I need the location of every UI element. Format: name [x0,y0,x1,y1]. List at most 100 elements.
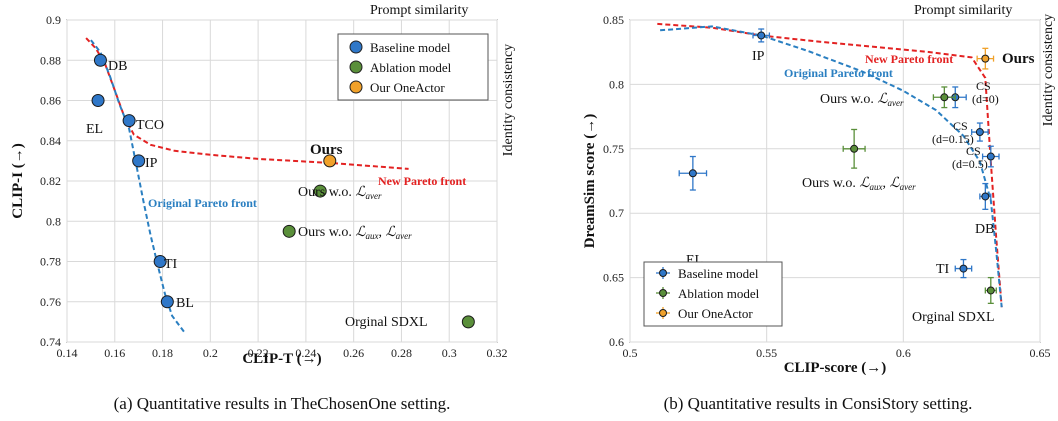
label-bl: BL [176,296,194,311]
right-corner-side-label: Identity consistency [1041,14,1056,126]
label-r-cs0: CS (d=0) [972,79,999,106]
label-r-new-front: New Pareto front [865,52,953,66]
new-pareto-front-curve [85,37,409,170]
y-tick-label: 0.88 [40,53,61,67]
legend-swatch-ablation [349,60,363,74]
label-r-ti: TI [936,262,950,277]
x-tick-label: 0.32 [487,346,508,360]
legend-swatch-marker [659,309,667,317]
data-point-baseline-model [91,94,105,107]
label-tco: TCO [136,118,164,133]
label-el: EL [86,122,103,137]
label-new-front: New Pareto front [378,174,466,188]
label-original-front: Original Pareto front [148,196,257,210]
original-pareto-front-curve [90,39,185,333]
new-pareto-front-curve [657,22,1003,308]
x-tick-label: 0.5 [623,346,638,360]
data-point-baseline-model [986,152,995,161]
x-tick-label: 0.6 [896,346,911,360]
legend-baseline: Baseline model [370,40,451,55]
x-tick-label: 0.22 [248,346,269,360]
label-db: DB [108,59,127,74]
y-tick-label: 0.65 [603,271,624,285]
x-tick-label: 0.55 [756,346,777,360]
y-tick-label: 0.85 [603,13,624,27]
x-tick-label: 0.3 [442,346,457,360]
r-legend-ablation: Ablation model [678,286,760,301]
label-orig-sdxl: Orginal SDXL [345,315,428,330]
label-ours: Ours [310,142,343,158]
label-r-ours-wo-aver: Ours w.o. ℒaver [820,92,904,108]
label-r-ours-wo-aux-aver: Ours w.o. ℒaux, ℒaver [802,176,916,192]
original-pareto-front-curve [660,25,1003,308]
left-y-axis-label: CLIP-I (→) [10,143,26,218]
data-point-baseline-model [153,255,167,268]
label-r-cs05: CS (d=0.5) [952,144,988,171]
right-corner-top-label: Prompt similarity [914,3,1012,18]
y-tick-label: 0.82 [40,174,61,188]
left-legend: Baseline model Ablation model Our OneAct… [337,33,489,101]
y-tick-label: 0.7 [609,206,624,220]
legend-swatch-marker [659,269,667,277]
label-r-db: DB [975,222,994,237]
left-x-axis-label: CLIP-T (→) [242,351,321,367]
label-ours-wo-aver: Ours w.o. ℒaver [298,185,382,201]
y-tick-label: 0.76 [40,295,61,309]
y-tick-label: 0.8 [609,77,624,91]
data-point-baseline-model [122,114,136,128]
x-tick-label: 0.26 [343,346,364,360]
right-legend: Baseline model Ablation model Our OneAct… [643,261,783,327]
right-caption: (b) Quantitative results in ConsiStory s… [664,394,973,413]
data-point-ablation-model [940,93,949,102]
data-point-ablation-model [282,224,296,238]
x-tick-label: 0.2 [203,346,218,360]
y-tick-label: 0.75 [603,142,624,156]
legend-swatch-marker [659,289,667,297]
data-point-ablation-model [313,184,327,198]
data-point-our-oneactor [981,54,990,63]
label-ip: IP [145,156,158,171]
right-chart: 0.5 0.55 0.6 0.650.60.650.70.750.80.85 IP E… [582,3,1056,376]
label-r-ours: Ours [1002,51,1035,67]
data-point-baseline-model [959,264,968,273]
y-tick-label: 0.6 [609,335,624,349]
r-legend-baseline: Baseline model [678,266,759,281]
data-point-our-oneactor [323,154,337,168]
y-tick-label: 0.74 [40,335,61,349]
label-r-orig-sdxl: Orginal SDXL [912,310,995,325]
label-r-ip: IP [752,49,765,64]
left-corner-top-label: Prompt similarity [370,3,468,18]
data-point-baseline-model [93,53,107,67]
data-point-ablation-model [986,286,995,295]
legend-swatch-ours [349,80,363,94]
label-ours-wo-aux-aver: Ours w.o. ℒaux, ℒaver [298,225,412,241]
y-tick-label: 0.84 [40,134,61,148]
r-legend-ours: Our OneActor [678,306,753,321]
data-point-ablation-model [850,144,859,153]
data-point-baseline-model [757,31,766,40]
left-chart: 0.14 0.16 0.18 0.2 0.22 0.24 0.26 0.28 0.3 0.32 0.… [10,3,516,367]
x-tick-label: 0.28 [391,346,412,360]
legend-swatch-baseline [349,40,363,54]
data-point-baseline-model [981,192,990,201]
y-tick-label: 0.8 [46,214,61,228]
data-point-baseline-model [975,128,984,137]
data-point-ablation-model [461,315,475,329]
x-tick-label: 0.14 [57,346,78,360]
left-caption: (a) Quantitative results in TheChosenOne… [114,394,451,413]
right-y-axis-label: DreamSim score (→) [582,114,598,248]
data-point-baseline-model [132,154,146,168]
left-corner-side-label: Identity consistency [501,44,516,156]
data-point-baseline-model [688,169,697,178]
x-tick-label: 0.18 [152,346,173,360]
x-tick-label: 0.24 [295,346,316,360]
legend-ablation: Ablation model [370,60,452,75]
y-tick-label: 0.86 [40,94,61,108]
data-point-baseline-model [160,295,174,309]
x-tick-label: 0.65 [1030,346,1051,360]
label-r-cs015: CS (d=0.15) [932,119,974,146]
y-tick-label: 0.78 [40,255,61,269]
label-ti: TI [164,257,178,272]
right-x-axis-label: CLIP-score (→) [784,360,887,376]
